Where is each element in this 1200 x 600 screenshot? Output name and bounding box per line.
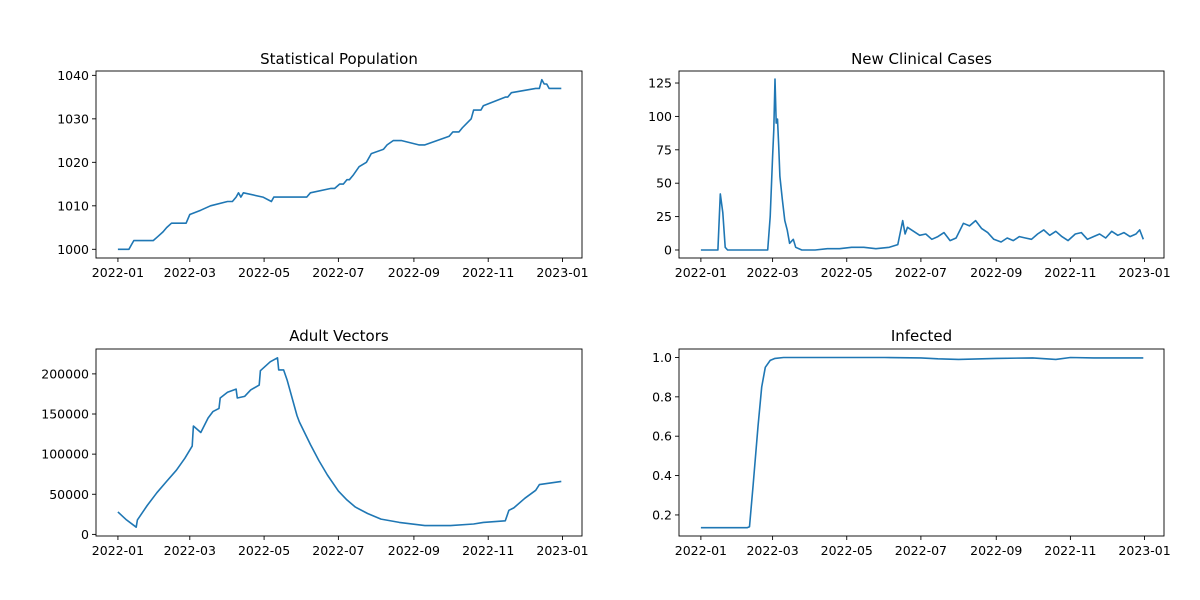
y-tick-label: 1000: [57, 242, 89, 257]
y-tick-label: 100: [648, 109, 672, 124]
y-tick-label: 1040: [57, 68, 89, 83]
y-tick-label: 1.0: [652, 350, 672, 365]
x-tick-label: 2022-05: [821, 543, 873, 558]
y-tick-label: 0: [81, 527, 89, 542]
series-line: [700, 356, 1144, 529]
y-tick-label: 1020: [57, 155, 89, 170]
y-tick-label: 150000: [41, 407, 89, 422]
y-tick-label: 100000: [41, 447, 89, 462]
series-line: [700, 78, 1145, 251]
subplot-statistical-population: Statistical Population 2022-01 2022-03 202…: [57, 50, 588, 280]
x-tick-label: 2022-07: [312, 265, 364, 280]
x-tick-label: 2022-03: [746, 543, 798, 558]
y-tick-label: 50000: [49, 487, 89, 502]
subplot-title: Statistical Population: [260, 50, 418, 68]
x-tick-label: 2022-07: [312, 543, 364, 558]
x-tick-label: 2022-03: [164, 265, 216, 280]
y-tick-label: 0.6: [652, 429, 672, 444]
x-tick-label: 2022-01: [92, 543, 144, 558]
x-tick-label: 2022-09: [388, 543, 440, 558]
y-tick-label: 125: [648, 76, 672, 91]
x-tick-label: 2022-05: [821, 265, 873, 280]
subplot-title: Adult Vectors: [289, 327, 389, 345]
x-tick-label: 2022-01: [675, 543, 727, 558]
y-tick-label: 0: [664, 242, 672, 257]
x-tick-label: 2022-11: [1044, 265, 1096, 280]
y-tick-label: 50: [656, 176, 672, 191]
x-tick-label: 2022-09: [970, 543, 1022, 558]
x-tick-label: 2022-11: [462, 543, 514, 558]
x-tick-label: 2022-05: [238, 543, 290, 558]
y-tick-label: 0.2: [652, 507, 672, 522]
x-tick-label: 2022-01: [92, 265, 144, 280]
x-tick-label: 2022-03: [164, 543, 216, 558]
plot-frame: [95, 348, 583, 537]
series-line: [117, 78, 562, 251]
y-tick-label: 1030: [57, 111, 89, 126]
x-tick-label: 2022-07: [895, 543, 947, 558]
subplot-title: Infected: [891, 327, 952, 345]
x-tick-label: 2023-01: [1118, 265, 1170, 280]
subplot-infected: Infected 2022-01 2022-03 2022-05 2022-07 202…: [652, 327, 1171, 558]
x-tick-label: 2023-01: [536, 543, 588, 558]
x-tick-label: 2022-11: [462, 265, 514, 280]
series-line: [117, 356, 562, 529]
x-tick-label: 2022-01: [675, 265, 727, 280]
plot-frame: [678, 348, 1165, 537]
y-tick-label: 0.4: [652, 468, 672, 483]
subplot-adult-vectors: Adult Vectors 2022-01 2022-03 2022-05 2022-…: [41, 327, 588, 558]
x-tick-label: 2022-07: [895, 265, 947, 280]
subplot-new-clinical-cases: New Clinical Cases 2022-01 2022-03 2022-05…: [648, 50, 1171, 280]
x-tick-label: 2022-05: [238, 265, 290, 280]
plot-frame: [678, 70, 1165, 259]
y-tick-label: 25: [656, 209, 672, 224]
y-tick-label: 200000: [41, 366, 89, 381]
plot-frame: [95, 70, 583, 259]
y-tick-label: 75: [656, 142, 672, 157]
x-tick-label: 2022-09: [970, 265, 1022, 280]
x-tick-label: 2022-03: [746, 265, 798, 280]
y-tick-label: 1010: [57, 198, 89, 213]
x-tick-label: 2022-11: [1044, 543, 1096, 558]
y-tick-label: 0.8: [652, 389, 672, 404]
subplot-title: New Clinical Cases: [851, 50, 992, 68]
x-tick-label: 2023-01: [1118, 543, 1170, 558]
x-tick-label: 2023-01: [536, 265, 588, 280]
x-tick-label: 2022-09: [388, 265, 440, 280]
